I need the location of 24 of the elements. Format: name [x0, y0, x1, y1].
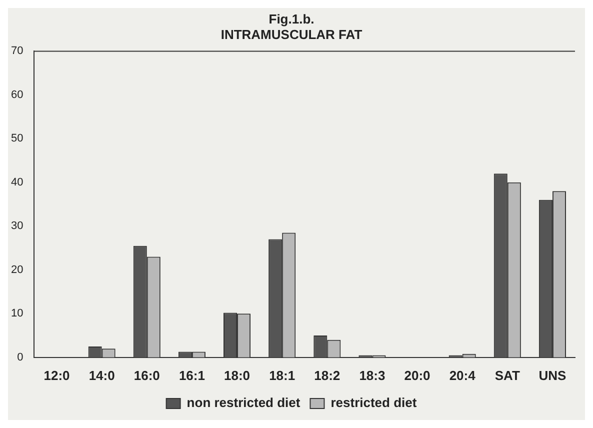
y-tick-label: 40: [10, 176, 24, 188]
x-tick-label: 20:0: [404, 368, 430, 383]
y-tick-label: 0: [17, 351, 24, 364]
y-tick-label: 10: [10, 308, 24, 320]
x-tick-label: 18:1: [269, 368, 296, 383]
x-tick-label: 20:4: [449, 368, 476, 383]
x-tick-label: 16:0: [134, 368, 160, 383]
x-tick-label: 18:3: [359, 368, 386, 383]
x-tick-label: UNS: [538, 368, 567, 383]
y-tick-label: 50: [10, 132, 24, 145]
x-tick-label: 18:2: [314, 368, 340, 383]
x-tick-label: 16:1: [178, 368, 205, 383]
y-tick-label: 60: [10, 88, 24, 101]
y-tick-label: 70: [10, 45, 24, 58]
y-tick-label: 30: [10, 220, 24, 232]
x-tick-label: 14:0: [88, 368, 115, 383]
x-tick-label: 12:0: [44, 368, 70, 383]
legend-label: non restricted diet: [186, 395, 301, 410]
chart-title: Fig.1.b.: [268, 11, 314, 26]
x-tick-label: 18:0: [224, 368, 250, 383]
legend-label: restricted diet: [330, 395, 418, 410]
x-tick-label: SAT: [494, 368, 520, 383]
y-tick-label: 20: [10, 264, 24, 276]
chart-subtitle: INTRAMUSCULAR FAT: [220, 26, 362, 42]
